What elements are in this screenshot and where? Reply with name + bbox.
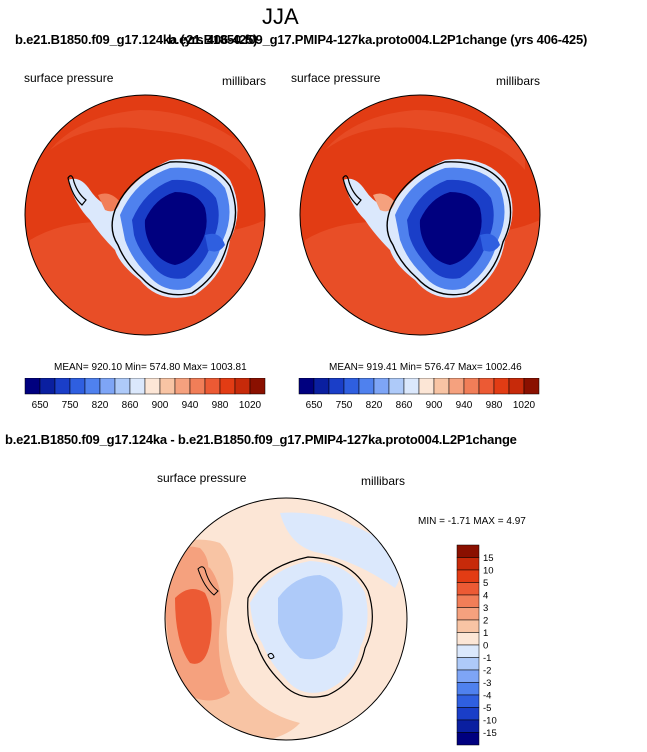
right-variable-label: surface pressure bbox=[291, 71, 381, 85]
diff-colorbar-swatch bbox=[456, 694, 480, 708]
diff-colorbar-swatch bbox=[456, 657, 480, 671]
diff-colorbar-label: 2 bbox=[483, 616, 488, 627]
diff-units-label: millibars bbox=[361, 474, 406, 488]
right-colorbar-label: 820 bbox=[366, 400, 383, 411]
left-colorbar-swatch bbox=[69, 378, 86, 395]
diff-colorbar-swatch bbox=[456, 644, 480, 658]
right-stats: MEAN= 919.41 Min= 576.47 Max= 1002.46 bbox=[329, 362, 522, 373]
diff-colorbar-label: -2 bbox=[483, 666, 491, 677]
diff-colorbar-swatch bbox=[456, 669, 480, 683]
right-colorbar-swatch bbox=[388, 378, 405, 395]
diff-colorbar-label: -10 bbox=[483, 716, 497, 727]
diff-colorbar-label: -5 bbox=[483, 703, 491, 714]
diff-colorbar-swatch bbox=[456, 569, 480, 583]
right-colorbar-swatch bbox=[313, 378, 330, 395]
right-colorbar-swatch bbox=[328, 378, 345, 395]
left-colorbar-swatch bbox=[84, 378, 101, 395]
right-colorbar-label: 860 bbox=[396, 400, 413, 411]
left-panel-header: b.e21.B1850.f09_g17.124ka (yrs 406-425) bbox=[15, 32, 258, 47]
right-colorbar-swatch bbox=[358, 378, 375, 395]
left-colorbar-swatch bbox=[204, 378, 221, 395]
diff-colorbar-label: 10 bbox=[483, 566, 494, 577]
left-variable-label: surface pressure bbox=[24, 71, 114, 85]
left-colorbar-swatch bbox=[39, 378, 56, 395]
left-colorbar-swatch bbox=[129, 378, 146, 395]
right-colorbar-swatch bbox=[298, 378, 315, 395]
right-colorbar-label: 940 bbox=[456, 400, 473, 411]
left-colorbar-swatch bbox=[114, 378, 131, 395]
diff-colorbar-label: 3 bbox=[483, 603, 488, 614]
right-colorbar-swatch bbox=[373, 378, 390, 395]
diff-colorbar-label: -4 bbox=[483, 691, 491, 702]
left-colorbar-label: 860 bbox=[122, 400, 139, 411]
right-colorbar-swatch bbox=[433, 378, 450, 395]
left-colorbar-label: 900 bbox=[152, 400, 169, 411]
right-colorbar-swatch bbox=[523, 378, 540, 395]
right-polar-map bbox=[299, 94, 541, 336]
right-colorbar-swatch bbox=[343, 378, 360, 395]
right-colorbar-label: 1020 bbox=[513, 400, 536, 411]
page-title: JJA bbox=[262, 4, 299, 29]
diff-colorbar-swatch bbox=[456, 682, 480, 696]
left-colorbar-label: 1020 bbox=[239, 400, 262, 411]
right-colorbar-swatch bbox=[403, 378, 420, 395]
diff-polar-map bbox=[164, 497, 408, 741]
diff-colorbar-label: -15 bbox=[483, 728, 497, 739]
right-colorbar-label: 980 bbox=[486, 400, 503, 411]
diff-variable-label: surface pressure bbox=[157, 471, 247, 485]
diff-colorbar-swatch bbox=[456, 557, 480, 571]
diff-colorbar-swatch bbox=[456, 619, 480, 633]
left-colorbar-swatch bbox=[189, 378, 206, 395]
diff-colorbar-swatch bbox=[456, 582, 480, 596]
diff-colorbar-label: 4 bbox=[483, 591, 488, 602]
diff-colorbar-swatch bbox=[456, 707, 480, 721]
left-colorbar-swatch bbox=[234, 378, 251, 395]
right-units-label: millibars bbox=[496, 74, 541, 88]
diff-stats: MIN = -1.71 MAX = 4.97 bbox=[418, 516, 526, 527]
diff-colorbar-label: -3 bbox=[483, 678, 491, 689]
right-colorbar-label: 750 bbox=[336, 400, 353, 411]
diff-colorbar-label: 15 bbox=[483, 553, 494, 564]
left-stats: MEAN= 920.10 Min= 574.80 Max= 1003.81 bbox=[54, 362, 247, 373]
left-units-label: millibars bbox=[222, 74, 267, 88]
right-colorbar-label: 650 bbox=[306, 400, 323, 411]
left-colorbar-label: 980 bbox=[212, 400, 229, 411]
left-colorbar-swatch bbox=[219, 378, 236, 395]
diff-colorbar-swatch bbox=[456, 632, 480, 646]
left-colorbar-swatch bbox=[54, 378, 71, 395]
right-panel-header: b.e21.B1850.f09_g17.PMIP4-127ka.proto004… bbox=[168, 32, 588, 47]
left-colorbar-swatch bbox=[144, 378, 161, 395]
left-colorbar-label: 940 bbox=[182, 400, 199, 411]
left-colorbar: 650 750 820 860 900 940 980 1020 bbox=[24, 378, 266, 411]
left-colorbar-label: 650 bbox=[32, 400, 49, 411]
right-colorbar-swatch bbox=[493, 378, 510, 395]
diff-colorbar-label: -1 bbox=[483, 653, 491, 664]
diff-colorbar-swatch bbox=[456, 607, 480, 621]
diff-colorbar-label: 1 bbox=[483, 628, 488, 639]
right-colorbar-swatch bbox=[478, 378, 495, 395]
left-colorbar-swatch bbox=[24, 378, 41, 395]
diff-colorbar-label: 5 bbox=[483, 578, 488, 589]
diff-colorbar-swatch bbox=[456, 719, 480, 733]
left-colorbar-label: 750 bbox=[62, 400, 79, 411]
left-colorbar-swatch bbox=[99, 378, 116, 395]
right-colorbar: 650 750 820 860 900 940 980 1020 bbox=[298, 378, 540, 411]
right-colorbar-label: 900 bbox=[426, 400, 443, 411]
diff-panel-header: b.e21.B1850.f09_g17.124ka - b.e21.B1850.… bbox=[5, 432, 517, 447]
left-colorbar-swatch bbox=[159, 378, 176, 395]
left-colorbar-label: 820 bbox=[92, 400, 109, 411]
right-colorbar-swatch bbox=[508, 378, 525, 395]
diff-colorbar-swatch bbox=[456, 594, 480, 608]
right-colorbar-swatch bbox=[448, 378, 465, 395]
diff-colorbar-swatch bbox=[456, 732, 480, 746]
diff-colorbar-label: 0 bbox=[483, 641, 488, 652]
left-polar-map bbox=[24, 94, 266, 336]
right-colorbar-swatch bbox=[418, 378, 435, 395]
right-colorbar-swatch bbox=[463, 378, 480, 395]
left-colorbar-swatch bbox=[174, 378, 191, 395]
diff-colorbar-swatch bbox=[456, 544, 480, 558]
left-colorbar-swatch bbox=[249, 378, 266, 395]
